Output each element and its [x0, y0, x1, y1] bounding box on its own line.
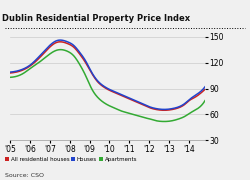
- Text: Dublin Residential Property Price Index: Dublin Residential Property Price Index: [2, 14, 190, 23]
- Legend: All residential houses, Houses, Apartments: All residential houses, Houses, Apartmen…: [5, 157, 137, 162]
- Text: Source: CSO: Source: CSO: [5, 173, 44, 178]
